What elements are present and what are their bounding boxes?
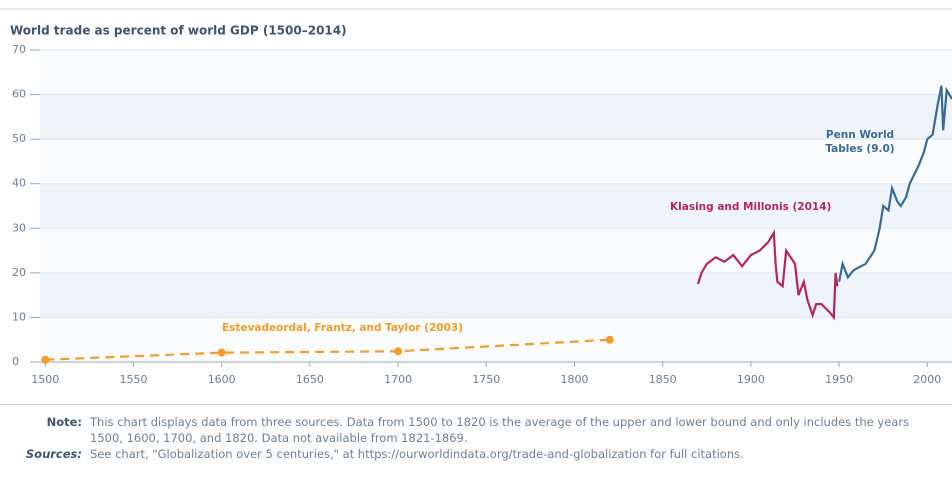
y-tick-label: 10 bbox=[12, 310, 26, 323]
point bbox=[605, 335, 614, 344]
x-tick-label: 2000 bbox=[913, 373, 941, 386]
sources-label: Sources: bbox=[25, 447, 82, 461]
x-tick-label: 1850 bbox=[649, 373, 677, 386]
y-tick-label: 20 bbox=[12, 266, 26, 279]
x-tick-label: 1600 bbox=[208, 373, 236, 386]
series-line bbox=[696, 229, 839, 321]
y-tick-label: 30 bbox=[12, 221, 26, 234]
point bbox=[394, 347, 403, 356]
y-tick-label: 50 bbox=[12, 132, 26, 145]
x-tick-label: 1700 bbox=[384, 373, 412, 386]
point bbox=[217, 348, 226, 357]
x-tick-label: 1650 bbox=[296, 373, 324, 386]
sources-text: See chart, "Globalization over 5 centuri… bbox=[90, 447, 744, 461]
plot-bg bbox=[40, 50, 952, 362]
note-text: This chart displays data from three sour… bbox=[90, 415, 910, 445]
series-line bbox=[838, 85, 952, 282]
series-label: Estevadeordal, Frantz, and Taylor (2003) bbox=[222, 322, 463, 334]
series-label: Penn World Tables (9.0) bbox=[825, 129, 895, 155]
x-tick-label: 1550 bbox=[119, 373, 147, 386]
x-tick-label: 1900 bbox=[737, 373, 765, 386]
chart-title: World trade as percent of world GDP (150… bbox=[10, 24, 347, 38]
x-tick-label: 1500 bbox=[31, 373, 59, 386]
x-tick-label: 1750 bbox=[472, 373, 500, 386]
y-tick-label: 60 bbox=[12, 88, 26, 101]
point bbox=[41, 355, 50, 364]
y-tick-label: 70 bbox=[12, 43, 26, 56]
series-label: Klasing and Millonis (2014) bbox=[670, 201, 831, 213]
footer-rule bbox=[0, 404, 952, 405]
note-label: Note: bbox=[46, 415, 82, 429]
y-tick-label: 40 bbox=[12, 177, 26, 190]
x-tick-label: 1800 bbox=[560, 373, 588, 386]
y-tick-label: 0 bbox=[12, 355, 19, 368]
series-label-box: Penn World Tables (9.0) bbox=[825, 129, 895, 155]
chart: World trade as percent of world GDP (150… bbox=[0, 8, 952, 386]
x-tick-label: 1950 bbox=[825, 373, 853, 386]
series-line bbox=[45, 338, 610, 361]
